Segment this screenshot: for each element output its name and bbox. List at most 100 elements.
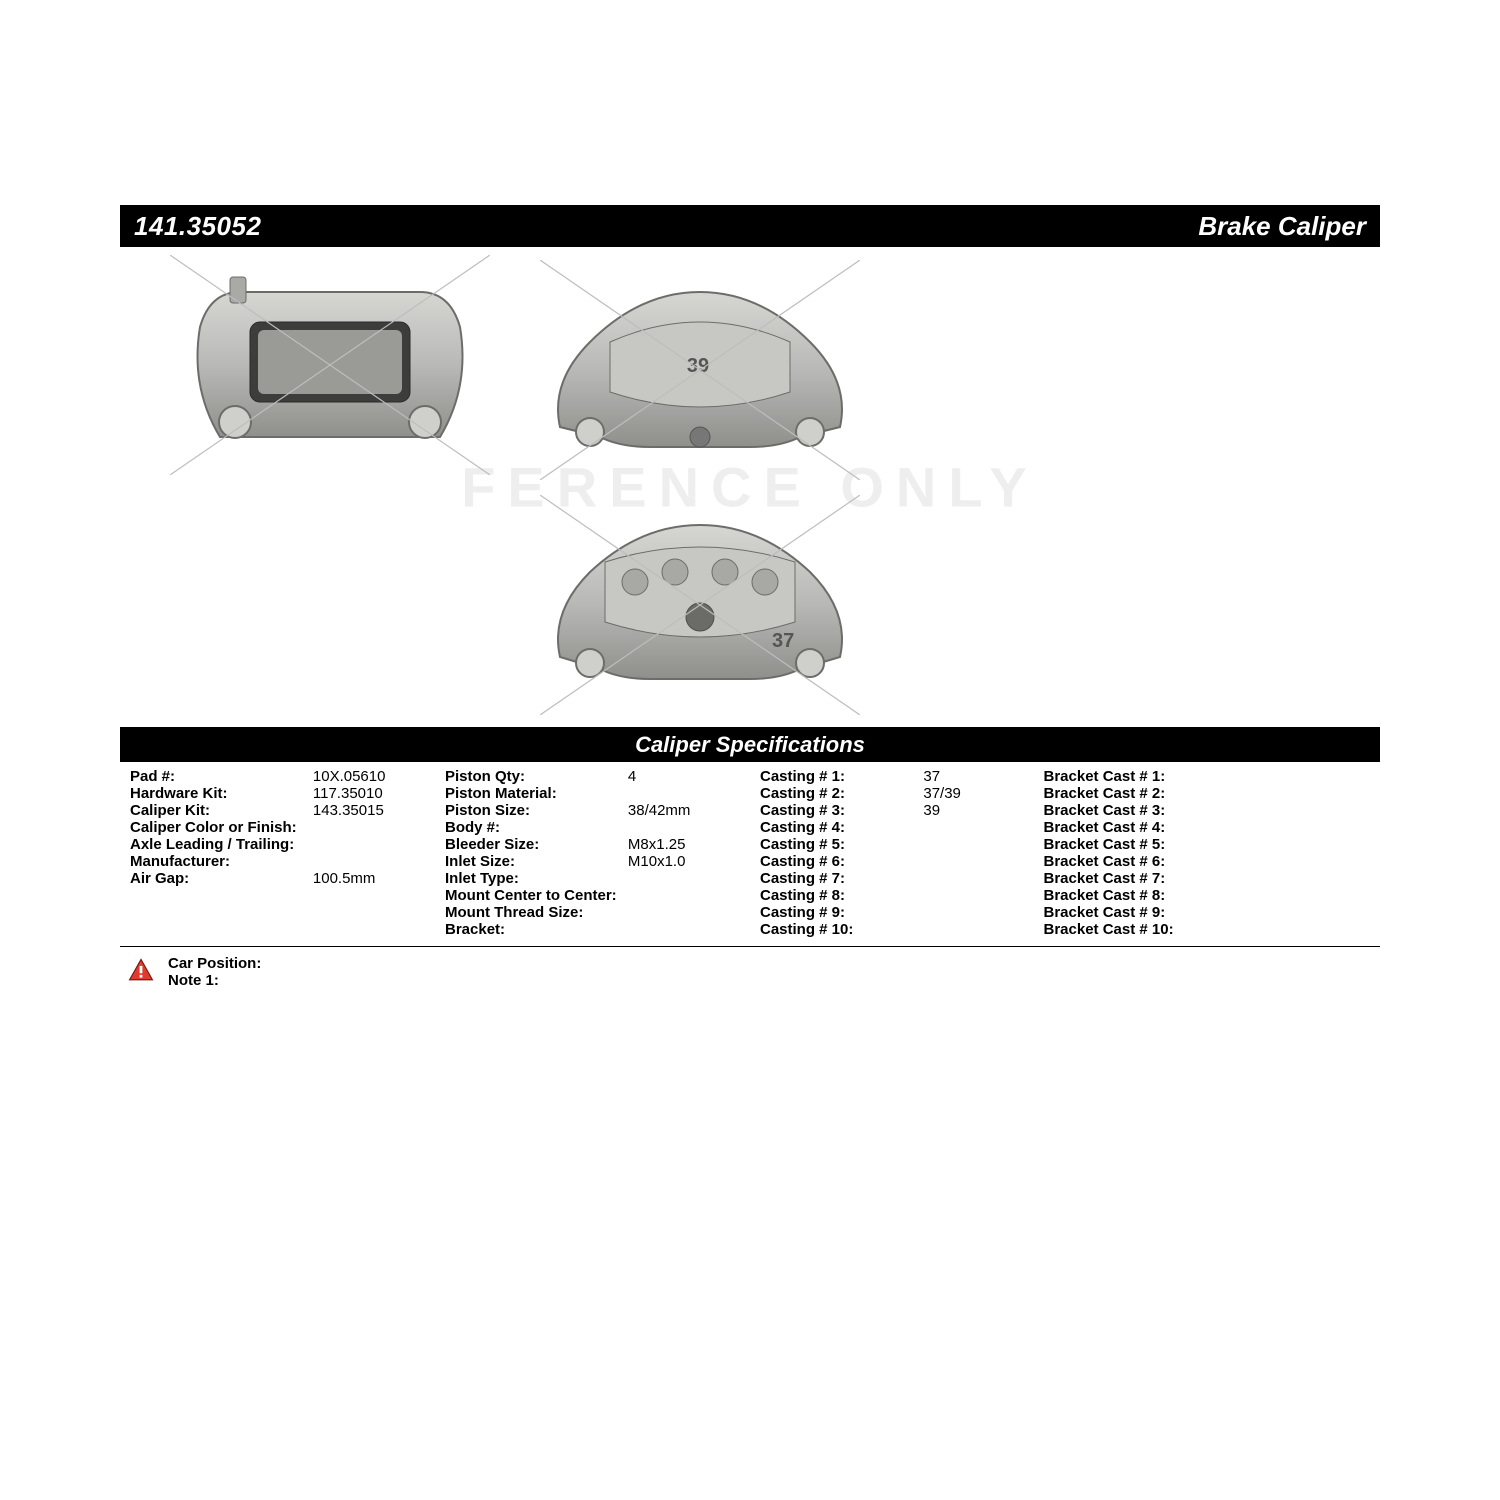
spec-label: Note 1: (168, 972, 278, 989)
spec-value: 117.35010 (313, 785, 425, 802)
spec-label: Axle Leading / Trailing: (130, 836, 313, 853)
spec-value (1246, 921, 1370, 938)
spec-row: Piston Size:38/42mm (445, 802, 740, 819)
spec-row: Bracket Cast # 2: (1044, 785, 1371, 802)
spec-label: Bracket Cast # 8: (1044, 887, 1246, 904)
spec-label: Bleeder Size: (445, 836, 628, 853)
spec-label: Piston Material: (445, 785, 628, 802)
product-images: FERENCE ONLY (120, 247, 1380, 728)
spec-label: Body #: (445, 819, 628, 836)
spec-row: Caliper Color or Finish: (130, 819, 425, 836)
spec-row: Caliper Kit:143.35015 (130, 802, 425, 819)
spec-row: Bracket Cast # 4: (1044, 819, 1371, 836)
spec-label: Casting # 7: (760, 870, 923, 887)
spec-column-4: Bracket Cast # 1:Bracket Cast # 2:Bracke… (1034, 768, 1381, 938)
spec-label: Bracket Cast # 6: (1044, 853, 1246, 870)
spec-value (923, 904, 1023, 921)
spec-row: Car Position: (168, 955, 278, 972)
spec-value: 37 (923, 768, 1023, 785)
caliper-view-side-inner: 37 (550, 507, 850, 702)
spec-label: Bracket Cast # 3: (1044, 802, 1246, 819)
warning-icon (128, 957, 154, 983)
spec-row: Bleeder Size:M8x1.25 (445, 836, 740, 853)
spec-label: Hardware Kit: (130, 785, 313, 802)
spec-title: Caliper Specifications (120, 728, 1380, 762)
spec-sheet: 141.35052 Brake Caliper FERENCE ONLY (120, 205, 1380, 989)
spec-label: Casting # 4: (760, 819, 923, 836)
spec-row: Bracket Cast # 6: (1044, 853, 1371, 870)
spec-label: Manufacturer: (130, 853, 313, 870)
spec-label: Casting # 8: (760, 887, 923, 904)
spec-value (628, 870, 740, 887)
svg-text:39: 39 (687, 355, 709, 377)
spec-label: Casting # 5: (760, 836, 923, 853)
spec-value (628, 785, 740, 802)
spec-label: Piston Qty: (445, 768, 628, 785)
spec-value: 4 (628, 768, 740, 785)
spec-value (1246, 802, 1370, 819)
spec-value: 100.5mm (313, 870, 425, 887)
spec-row: Bracket: (445, 921, 740, 938)
spec-value (313, 853, 425, 870)
spec-label: Bracket Cast # 7: (1044, 870, 1246, 887)
spec-row: Piston Material: (445, 785, 740, 802)
spec-row: Casting # 9: (760, 904, 1024, 921)
spec-label: Mount Thread Size: (445, 904, 628, 921)
spec-label: Bracket Cast # 5: (1044, 836, 1246, 853)
spec-row: Hardware Kit:117.35010 (130, 785, 425, 802)
spec-row: Casting # 1:37 (760, 768, 1024, 785)
spec-row: Manufacturer: (130, 853, 425, 870)
spec-value: 10X.05610 (313, 768, 425, 785)
spec-value: 143.35015 (313, 802, 425, 819)
spec-row: Axle Leading / Trailing: (130, 836, 425, 853)
spec-value: M10x1.0 (628, 853, 740, 870)
spec-label: Casting # 9: (760, 904, 923, 921)
spec-row: Bracket Cast # 8: (1044, 887, 1371, 904)
svg-text:37: 37 (772, 630, 794, 652)
spec-table: Pad #:10X.05610Hardware Kit:117.35010Cal… (120, 762, 1380, 947)
spec-value: M8x1.25 (628, 836, 740, 853)
spec-row: Casting # 2:37/39 (760, 785, 1024, 802)
spec-row: Casting # 5: (760, 836, 1024, 853)
spec-value (923, 819, 1023, 836)
spec-label: Caliper Color or Finish: (130, 819, 313, 836)
spec-label: Bracket Cast # 9: (1044, 904, 1246, 921)
spec-label: Bracket Cast # 1: (1044, 768, 1246, 785)
spec-value (628, 904, 740, 921)
spec-label: Mount Center to Center: (445, 887, 628, 904)
part-type: Brake Caliper (1198, 211, 1366, 242)
spec-value (923, 921, 1023, 938)
spec-row: Casting # 8: (760, 887, 1024, 904)
spec-value (1246, 768, 1370, 785)
spec-value (313, 836, 425, 853)
spec-row: Bracket Cast # 7: (1044, 870, 1371, 887)
spec-value (1246, 819, 1370, 836)
spec-row: Note 1: (168, 972, 278, 989)
spec-row: Casting # 3:39 (760, 802, 1024, 819)
spec-row: Casting # 6: (760, 853, 1024, 870)
spec-row: Inlet Size:M10x1.0 (445, 853, 740, 870)
title-bar: 141.35052 Brake Caliper (120, 205, 1380, 247)
spec-value (923, 870, 1023, 887)
notes-list: Car Position:Note 1: (168, 955, 278, 989)
spec-label: Casting # 2: (760, 785, 923, 802)
spec-row: Mount Center to Center: (445, 887, 740, 904)
spec-row: Bracket Cast # 9: (1044, 904, 1371, 921)
spec-value (1246, 836, 1370, 853)
spec-row: Casting # 4: (760, 819, 1024, 836)
spec-row: Bracket Cast # 1: (1044, 768, 1371, 785)
spec-row: Piston Qty:4 (445, 768, 740, 785)
spec-label: Car Position: (168, 955, 278, 972)
spec-value (923, 853, 1023, 870)
spec-label: Bracket Cast # 4: (1044, 819, 1246, 836)
spec-label: Inlet Type: (445, 870, 628, 887)
spec-value (628, 887, 740, 904)
spec-value (1246, 785, 1370, 802)
spec-row: Casting # 7: (760, 870, 1024, 887)
part-number: 141.35052 (134, 211, 261, 242)
spec-label: Caliper Kit: (130, 802, 313, 819)
spec-label: Casting # 1: (760, 768, 923, 785)
spec-column-3: Casting # 1:37Casting # 2:37/39Casting #… (750, 768, 1034, 938)
spec-row: Body #: (445, 819, 740, 836)
spec-column-1: Pad #:10X.05610Hardware Kit:117.35010Cal… (120, 768, 435, 938)
